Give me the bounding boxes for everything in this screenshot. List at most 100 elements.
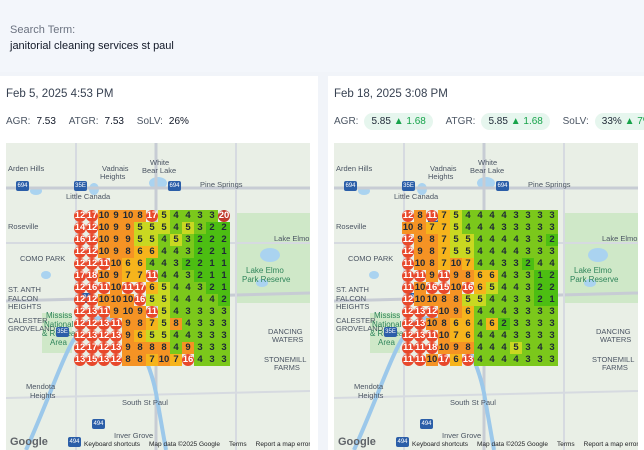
rank-cell[interactable]: 5 xyxy=(146,234,158,246)
rank-cell[interactable]: 3 xyxy=(182,234,194,246)
rank-cell[interactable]: 7 xyxy=(438,234,450,246)
rank-cell[interactable]: 13 xyxy=(414,330,426,342)
rank-cell[interactable]: 6 xyxy=(134,330,146,342)
rank-cell[interactable]: 7 xyxy=(438,210,450,222)
rank-cell[interactable]: 13 xyxy=(110,330,122,342)
rank-cell[interactable]: 5 xyxy=(158,210,170,222)
rank-cell[interactable]: 9 xyxy=(122,234,134,246)
rank-cell[interactable]: 9 xyxy=(414,246,426,258)
rank-cell[interactable]: 7 xyxy=(134,270,146,282)
rank-cell[interactable]: 9 xyxy=(414,234,426,246)
rank-cell[interactable]: 13 xyxy=(98,318,110,330)
rank-cell[interactable]: 8 xyxy=(134,210,146,222)
rank-cell[interactable]: 1 xyxy=(206,270,218,282)
rank-cell[interactable]: 4 xyxy=(170,342,182,354)
rank-cell[interactable]: 4 xyxy=(170,330,182,342)
rank-cell[interactable]: 11 xyxy=(98,282,110,294)
rank-cell[interactable]: 12 xyxy=(74,246,86,258)
rank-cell[interactable]: 5 xyxy=(462,234,474,246)
rank-cell[interactable]: 7 xyxy=(438,258,450,270)
rank-cell[interactable]: 4 xyxy=(170,270,182,282)
rank-cell[interactable]: 4 xyxy=(498,282,510,294)
rank-cell[interactable]: 3 xyxy=(522,222,534,234)
rank-cell[interactable]: 2 xyxy=(194,258,206,270)
rank-cell[interactable]: 10 xyxy=(122,306,134,318)
terms-link[interactable]: Terms xyxy=(228,441,247,448)
rank-cell[interactable]: 12 xyxy=(86,318,98,330)
rank-cell[interactable]: 4 xyxy=(498,294,510,306)
rank-cell[interactable]: 16 xyxy=(426,282,438,294)
rank-cell[interactable]: 3 xyxy=(522,330,534,342)
rank-cell[interactable]: 11 xyxy=(414,354,426,366)
rank-cell[interactable]: 12 xyxy=(110,354,122,366)
rank-cell[interactable]: 10 xyxy=(110,258,122,270)
rank-cell[interactable]: 13 xyxy=(86,306,98,318)
rank-cell[interactable]: 3 xyxy=(194,342,206,354)
rank-cell[interactable]: 4 xyxy=(206,294,218,306)
rank-cell[interactable]: 6 xyxy=(134,246,146,258)
rank-cell[interactable]: 8 xyxy=(146,342,158,354)
rank-cell[interactable]: 8 xyxy=(462,342,474,354)
rank-cell[interactable]: 16 xyxy=(134,294,146,306)
rank-cell[interactable]: 4 xyxy=(170,210,182,222)
rank-cell[interactable]: 15 xyxy=(438,282,450,294)
rank-cell[interactable]: 4 xyxy=(158,270,170,282)
rank-cell[interactable]: 4 xyxy=(534,258,546,270)
rank-cell[interactable]: 10 xyxy=(426,318,438,330)
rank-cell[interactable]: 5 xyxy=(170,234,182,246)
rank-cell[interactable]: 6 xyxy=(462,306,474,318)
rank-cell[interactable]: 3 xyxy=(522,294,534,306)
rank-cell[interactable]: 3 xyxy=(522,270,534,282)
rank-cell[interactable]: 4 xyxy=(546,258,558,270)
rank-cell[interactable]: 4 xyxy=(194,354,206,366)
rank-cell[interactable]: 4 xyxy=(510,246,522,258)
rank-cell[interactable]: 2 xyxy=(534,294,546,306)
rank-cell[interactable]: 17 xyxy=(146,210,158,222)
rank-cell[interactable]: 4 xyxy=(170,246,182,258)
rank-cell[interactable]: 5 xyxy=(510,342,522,354)
rank-cell[interactable]: 1 xyxy=(206,258,218,270)
rank-cell[interactable]: 9 xyxy=(182,342,194,354)
rank-cell[interactable]: 11 xyxy=(414,342,426,354)
rank-cell[interactable]: 1 xyxy=(218,270,230,282)
rank-cell[interactable]: 20 xyxy=(218,210,230,222)
rank-cell[interactable]: 12 xyxy=(402,234,414,246)
rank-cell[interactable]: 3 xyxy=(546,354,558,366)
rank-cell[interactable]: 11 xyxy=(414,270,426,282)
rank-cell[interactable]: 1 xyxy=(218,282,230,294)
rank-cell[interactable]: 12 xyxy=(74,330,86,342)
rank-cell[interactable]: 5 xyxy=(158,330,170,342)
rank-cell[interactable]: 16 xyxy=(462,282,474,294)
rank-cell[interactable]: 8 xyxy=(438,318,450,330)
rank-cell[interactable]: 3 xyxy=(218,342,230,354)
rank-cell[interactable]: 4 xyxy=(510,354,522,366)
rank-cell[interactable]: 4 xyxy=(498,234,510,246)
rank-cell[interactable]: 10 xyxy=(414,282,426,294)
rank-cell[interactable]: 1 xyxy=(546,294,558,306)
rank-cell[interactable]: 3 xyxy=(510,222,522,234)
rank-cell[interactable]: 4 xyxy=(462,222,474,234)
rank-cell[interactable]: 3 xyxy=(534,318,546,330)
rank-cell[interactable]: 3 xyxy=(498,222,510,234)
rank-cell[interactable]: 5 xyxy=(450,210,462,222)
rank-cell[interactable]: 4 xyxy=(486,246,498,258)
rank-cell[interactable]: 10 xyxy=(414,294,426,306)
rank-cell[interactable]: 10 xyxy=(450,258,462,270)
rank-cell[interactable]: 3 xyxy=(194,210,206,222)
rank-cell[interactable]: 3 xyxy=(534,330,546,342)
rank-cell[interactable]: 11 xyxy=(98,306,110,318)
rank-cell[interactable]: 5 xyxy=(158,294,170,306)
rank-cell[interactable]: 12 xyxy=(98,342,110,354)
rank-cell[interactable]: 4 xyxy=(510,234,522,246)
rank-cell[interactable]: 5 xyxy=(450,234,462,246)
rank-cell[interactable]: 3 xyxy=(218,306,230,318)
rank-cell[interactable]: 4 xyxy=(486,330,498,342)
rank-cell[interactable]: 3 xyxy=(522,342,534,354)
rank-cell[interactable]: 3 xyxy=(218,330,230,342)
rank-cell[interactable]: 6 xyxy=(450,318,462,330)
rank-cell[interactable]: 6 xyxy=(474,270,486,282)
rank-cell[interactable]: 3 xyxy=(510,210,522,222)
rank-cell[interactable]: 3 xyxy=(182,246,194,258)
rank-cell[interactable]: 3 xyxy=(206,354,218,366)
rank-cell[interactable]: 13 xyxy=(414,306,426,318)
